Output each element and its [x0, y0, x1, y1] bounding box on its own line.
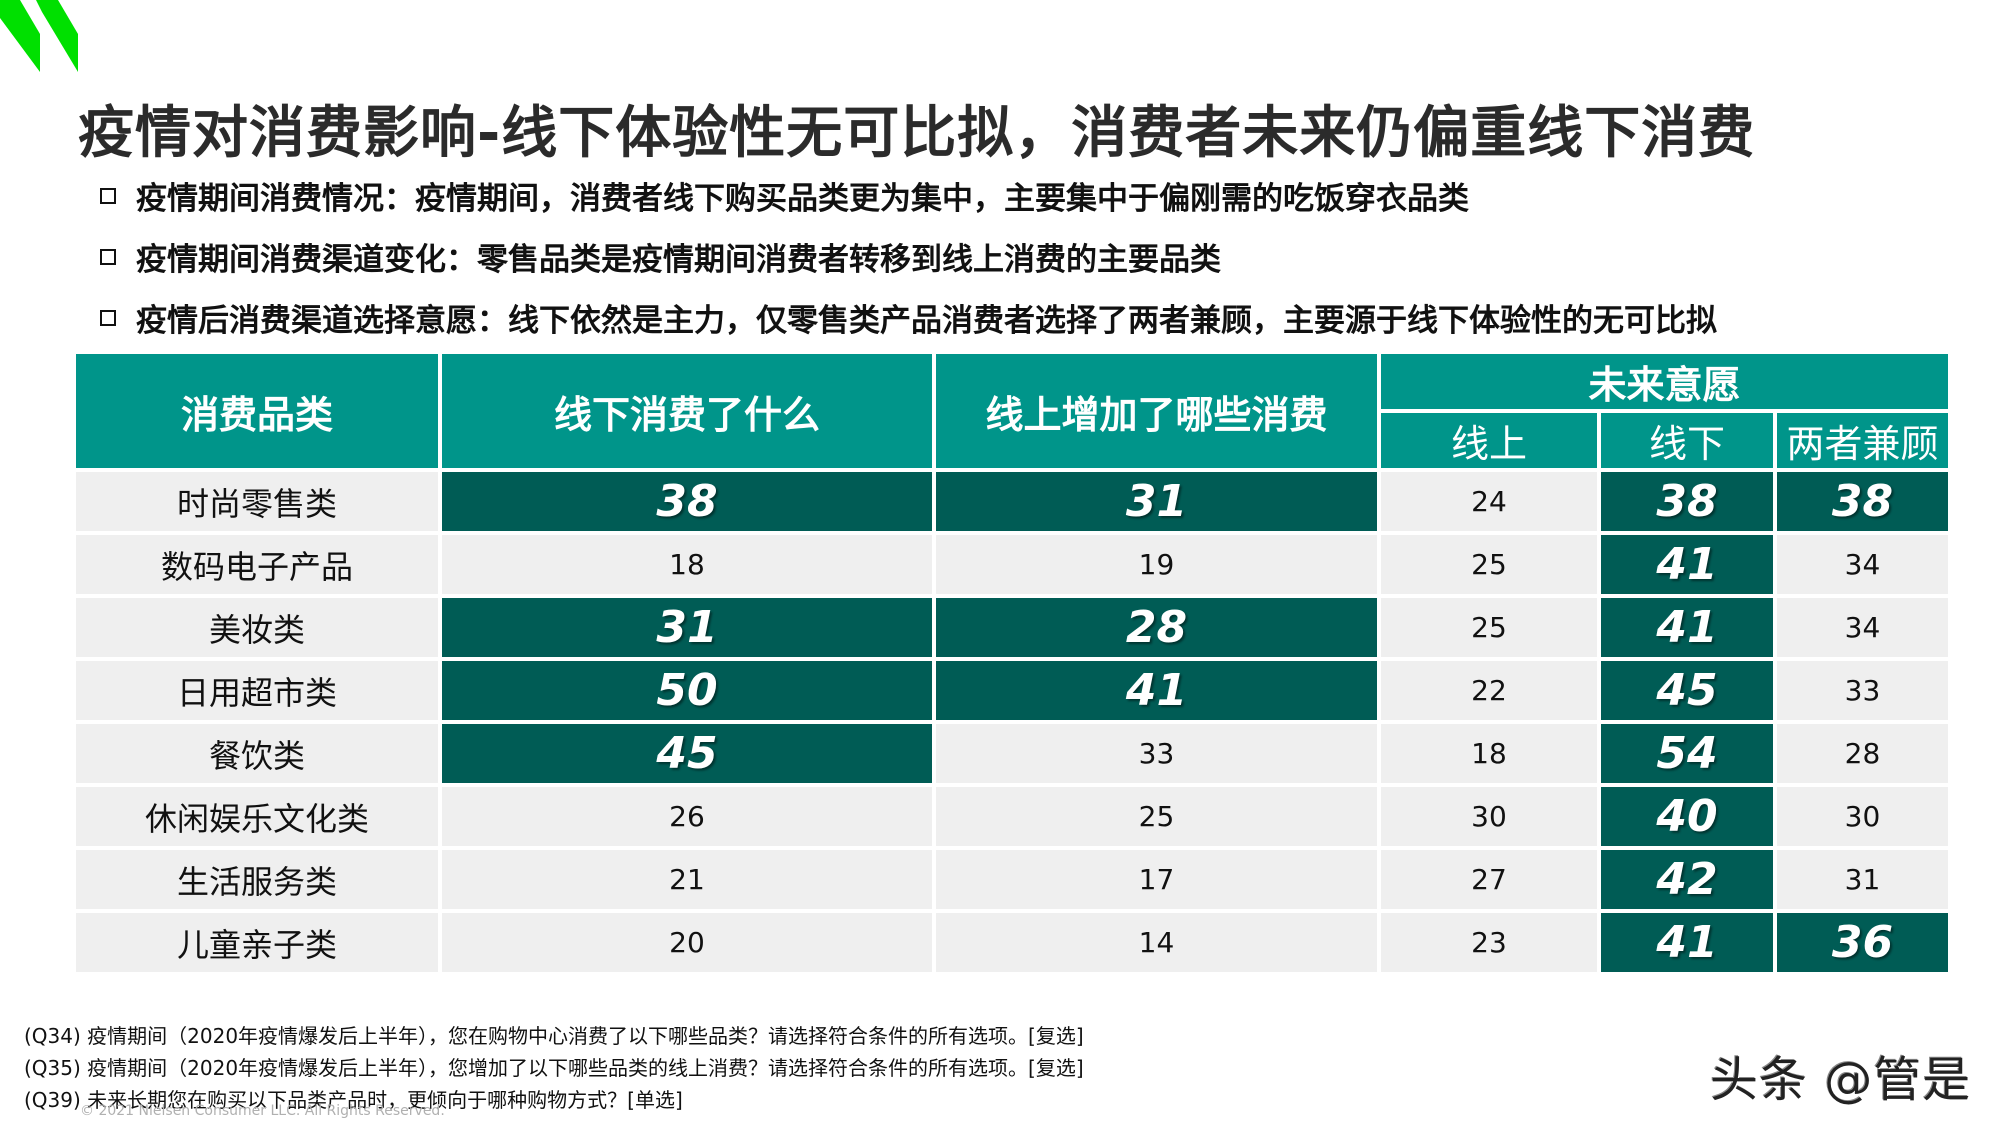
table-row: 数码电子产品 18 19 25 41 34	[76, 535, 1948, 594]
value-cell-future-both: 34	[1777, 598, 1948, 657]
value-cell-future-both: 31	[1777, 850, 1948, 909]
value-cell-online-added: 19	[936, 535, 1377, 594]
page-title: 疫情对消费影响-线下体验性无可比拟，消费者未来仍偏重线下消费	[78, 101, 1756, 166]
value-cell-future-both: 30	[1777, 787, 1948, 846]
header-future-both: 两者兼顾	[1777, 413, 1948, 468]
bullet-item: 疫情期间消费情况：疫情期间，消费者线下购买品类更为集中，主要集中于偏刚需的吃饭穿…	[100, 173, 1469, 218]
value-cell-future-offline: 41	[1601, 598, 1773, 657]
table-row: 儿童亲子类 20 14 23 41 36	[76, 913, 1948, 972]
value-cell-future-online: 25	[1381, 598, 1597, 657]
value-cell-future-offline: 38	[1601, 472, 1773, 531]
footnote-q39: (Q39) 未来长期您在购买以下品类产品时，更倾向于哪种购物方式？[单选]	[24, 1088, 683, 1112]
copyright-notice: © 2021 Nielsen Consumer LLC. All Rights …	[80, 1103, 445, 1119]
table-row: 生活服务类 21 17 27 42 31	[76, 850, 1948, 909]
value-cell-offline-spent: 45	[442, 724, 932, 783]
bullet-text: 疫情后消费渠道选择意愿：线下依然是主力，仅零售类产品消费者选择了两者兼顾，主要源…	[136, 303, 1717, 339]
category-cell: 美妆类	[76, 598, 438, 657]
header-future-offline: 线下	[1601, 413, 1773, 468]
table-row: 时尚零售类 38 31 24 38 38	[76, 472, 1948, 531]
value-cell-online-added: 41	[936, 661, 1377, 720]
value-cell-future-online: 18	[1381, 724, 1597, 783]
category-cell: 餐饮类	[76, 724, 438, 783]
value-cell-future-offline: 41	[1601, 535, 1773, 594]
value-cell-offline-spent: 31	[442, 598, 932, 657]
table-row: 日用超市类 50 41 22 45 33	[76, 661, 1948, 720]
header-category: 消费品类	[76, 354, 438, 468]
value-cell-future-both: 34	[1777, 535, 1948, 594]
value-cell-future-online: 30	[1381, 787, 1597, 846]
bullet-text: 疫情期间消费情况：疫情期间，消费者线下购买品类更为集中，主要集中于偏刚需的吃饭穿…	[136, 181, 1469, 217]
value-cell-future-both: 36	[1777, 913, 1948, 972]
value-cell-online-added: 31	[936, 472, 1377, 531]
value-cell-offline-spent: 26	[442, 787, 932, 846]
square-bullet-icon	[100, 187, 116, 204]
category-cell: 儿童亲子类	[76, 913, 438, 972]
value-cell-online-added: 33	[936, 724, 1377, 783]
watermark: 头条 @管是	[1710, 1052, 1972, 1108]
category-cell: 生活服务类	[76, 850, 438, 909]
value-cell-offline-spent: 50	[442, 661, 932, 720]
footnote-q35: (Q35) 疫情期间（2020年疫情爆发后上半年），您增加了以下哪些品类的线上消…	[24, 1056, 1084, 1080]
bullet-item: 疫情期间消费渠道变化：零售品类是疫情期间消费者转移到线上消费的主要品类	[100, 234, 1221, 279]
value-cell-offline-spent: 21	[442, 850, 932, 909]
square-bullet-icon	[100, 248, 116, 265]
value-cell-future-online: 22	[1381, 661, 1597, 720]
header-online-added: 线上增加了哪些消费	[936, 354, 1377, 468]
category-cell: 时尚零售类	[76, 472, 438, 531]
value-cell-offline-spent: 18	[442, 535, 932, 594]
footnote-q34: (Q34) 疫情期间（2020年疫情爆发后上半年），您在购物中心消费了以下哪些品…	[24, 1024, 1084, 1048]
value-cell-offline-spent: 20	[442, 913, 932, 972]
bullet-item: 疫情后消费渠道选择意愿：线下依然是主力，仅零售类产品消费者选择了两者兼顾，主要源…	[100, 295, 1717, 340]
header-offline-spent: 线下消费了什么	[442, 354, 932, 468]
value-cell-future-online: 23	[1381, 913, 1597, 972]
value-cell-future-offline: 42	[1601, 850, 1773, 909]
value-cell-future-both: 38	[1777, 472, 1948, 531]
value-cell-online-added: 25	[936, 787, 1377, 846]
value-cell-future-online: 27	[1381, 850, 1597, 909]
table-row: 休闲娱乐文化类 26 25 30 40 30	[76, 787, 1948, 846]
value-cell-future-offline: 41	[1601, 913, 1773, 972]
bullet-text: 疫情期间消费渠道变化：零售品类是疫情期间消费者转移到线上消费的主要品类	[136, 242, 1221, 278]
value-cell-future-both: 33	[1777, 661, 1948, 720]
square-bullet-icon	[100, 309, 116, 326]
header-future-intent: 未来意愿	[1381, 354, 1948, 409]
value-cell-future-online: 25	[1381, 535, 1597, 594]
category-cell: 休闲娱乐文化类	[76, 787, 438, 846]
category-cell: 日用超市类	[76, 661, 438, 720]
value-cell-online-added: 17	[936, 850, 1377, 909]
consumption-table: 消费品类 线下消费了什么 线上增加了哪些消费 未来意愿 线上 线下 两者兼顾 时…	[72, 350, 1952, 976]
table-row: 美妆类 31 28 25 41 34	[76, 598, 1948, 657]
value-cell-future-offline: 45	[1601, 661, 1773, 720]
value-cell-future-offline: 54	[1601, 724, 1773, 783]
value-cell-future-offline: 40	[1601, 787, 1773, 846]
header-future-online: 线上	[1381, 413, 1597, 468]
value-cell-future-online: 24	[1381, 472, 1597, 531]
value-cell-online-added: 14	[936, 913, 1377, 972]
table-row: 餐饮类 45 33 18 54 28	[76, 724, 1948, 783]
value-cell-offline-spent: 38	[442, 472, 932, 531]
value-cell-online-added: 28	[936, 598, 1377, 657]
category-cell: 数码电子产品	[76, 535, 438, 594]
value-cell-future-both: 28	[1777, 724, 1948, 783]
nielsen-logo-icon	[0, 0, 78, 72]
